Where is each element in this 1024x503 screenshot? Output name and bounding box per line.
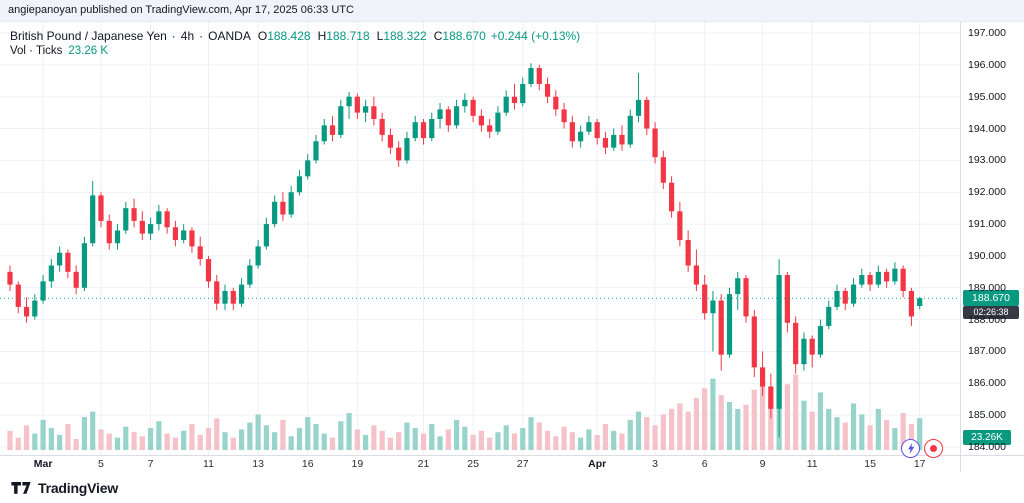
- price-pane[interactable]: [0, 22, 960, 455]
- time-axis-label: 15: [864, 458, 876, 470]
- volume-legend: Vol · Ticks 23.26 K: [10, 45, 108, 57]
- time-axis-label: 7: [147, 458, 154, 470]
- publish-bar: angiepanoyan published on TradingView.co…: [0, 0, 1024, 22]
- time-axis-label: 9: [759, 458, 766, 470]
- sticker-group: [901, 439, 943, 458]
- ohlc-high: H188.718: [317, 29, 370, 43]
- legend-separator: ·: [199, 29, 204, 43]
- volume-title: Vol · Ticks: [10, 45, 63, 57]
- time-axis-label: 16: [301, 458, 314, 470]
- price-axis-label: 186.000: [968, 377, 1006, 390]
- time-axis-label: 11: [806, 458, 818, 470]
- tradingview-logo-icon: [11, 482, 31, 494]
- interval-label[interactable]: 4h: [180, 29, 195, 43]
- volume-value: 23.26 K: [68, 45, 109, 57]
- time-axis-label: Mar: [33, 458, 53, 470]
- price-axis-label: 194.000: [968, 122, 1006, 135]
- time-axis-label: 19: [351, 458, 364, 470]
- time-axis-label: 6: [701, 458, 708, 470]
- ohlc-open: O188.428: [257, 29, 311, 43]
- time-axis-label: 25: [467, 458, 479, 470]
- lightning-sticker[interactable]: [901, 439, 920, 458]
- symbol-legend: British Pound / Japanese Yen · 4h · OAND…: [10, 29, 580, 43]
- time-axis-label: 27: [516, 458, 529, 470]
- record-dot-icon: [930, 445, 937, 452]
- price-axis-label: 187.000: [968, 345, 1006, 358]
- price-axis-label: 185.000: [968, 409, 1006, 422]
- price-axis-label: 195.000: [968, 90, 1006, 103]
- time-axis-label: 13: [252, 458, 264, 470]
- price-axis[interactable]: 188.670 02:26:38 23.26K 197.000 196.000 19…: [960, 22, 1024, 472]
- record-sticker[interactable]: [924, 439, 943, 458]
- time-axis[interactable]: Mar 5 7 11 13 16 19 21 25 27 Apr 3 6 9 11 15 17: [0, 455, 1024, 472]
- change-label: +0.244 (+0.13%): [490, 29, 581, 43]
- price-axis-label: 191.000: [968, 218, 1006, 231]
- time-axis-label: 21: [417, 458, 430, 470]
- last-price-badge: 188.670: [963, 290, 1019, 307]
- volume-value-badge: 23.26K: [963, 430, 1011, 445]
- time-axis-label: 3: [652, 458, 658, 470]
- candlestick-svg: [0, 22, 960, 455]
- brand-wordmark[interactable]: TradingView: [38, 479, 119, 496]
- price-axis-label: 188.000: [968, 313, 1006, 326]
- ohlc-low: L188.322: [376, 29, 427, 43]
- footer: TradingView: [0, 472, 1024, 503]
- symbol-title: British Pound / Japanese Yen: [10, 29, 167, 43]
- price-axis-label: 193.000: [968, 154, 1006, 167]
- price-axis-label: 189.000: [968, 281, 1006, 294]
- publish-text: angiepanoyan published on TradingView.co…: [8, 4, 354, 16]
- time-axis-label: 17: [913, 458, 926, 470]
- price-axis-label: 197.000: [968, 27, 1006, 39]
- time-axis-label: 11: [203, 458, 214, 470]
- price-axis-label: 184.000: [968, 441, 1006, 453]
- legend-separator: ·: [171, 29, 176, 43]
- price-axis-label: 192.000: [968, 186, 1006, 199]
- lightning-bolt-icon: [908, 442, 915, 455]
- time-axis-label: 5: [98, 458, 104, 470]
- time-axis-label: Apr: [588, 458, 607, 470]
- ohlc-close: C188.670: [433, 29, 486, 43]
- price-axis-label: 196.000: [968, 58, 1006, 71]
- exchange-label: OANDA: [208, 29, 251, 43]
- bar-countdown-badge: 02:26:38: [963, 306, 1019, 320]
- price-axis-label: 190.000: [968, 249, 1006, 262]
